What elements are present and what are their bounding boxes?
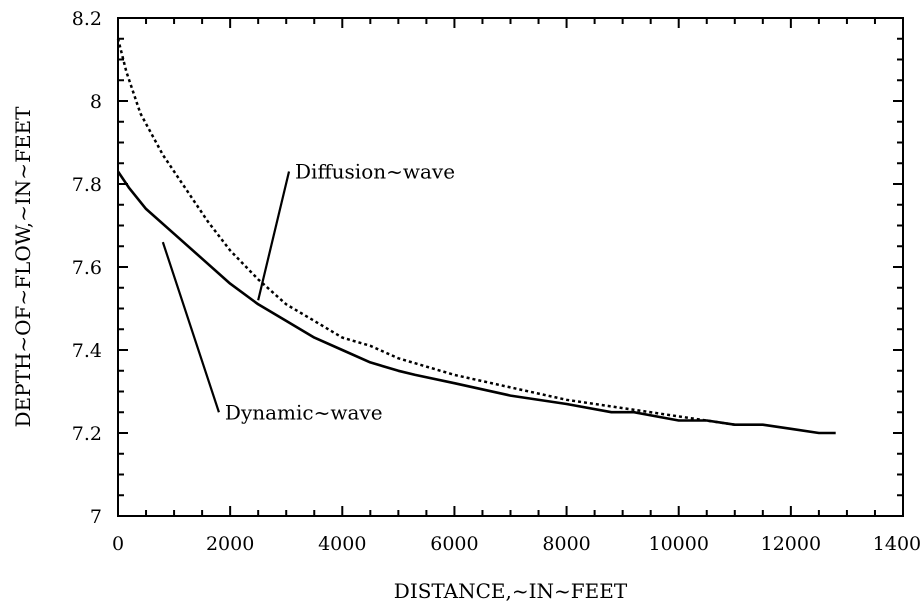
- dynamic-wave-leader-line: [161, 241, 220, 413]
- x-tick-label: 12000: [761, 533, 821, 555]
- dynamic-wave-label: Dynamic~wave: [225, 400, 383, 424]
- y-tick-label: 7.4: [72, 340, 102, 362]
- y-tick-label: 7: [90, 506, 102, 528]
- plot-frame-group: [117, 17, 904, 517]
- diffusion-wave-leader-line: [257, 171, 291, 301]
- diffusion-wave-label: Diffusion~wave: [295, 160, 455, 184]
- dynamic-wave-line: [116, 170, 836, 435]
- x-tick-label: 0: [112, 533, 124, 555]
- y-tick-label: 7.6: [72, 257, 102, 279]
- x-tick-label: 10000: [648, 533, 708, 555]
- x-axis-label: DISTANCE,~IN~FEET: [394, 579, 628, 603]
- annotation-group: Diffusion~wave Dynamic~wave: [161, 160, 455, 424]
- x-tick-label: 4000: [318, 533, 366, 555]
- plot-frame: [117, 17, 904, 517]
- y-axis-label: DEPTH~OF~FLOW,~IN~FEET: [11, 106, 35, 428]
- x-tick-label: 8000: [542, 533, 590, 555]
- y-tick-label: 8: [90, 91, 102, 113]
- x-tick-label: 2000: [206, 533, 254, 555]
- y-tick-label: 7.2: [72, 423, 102, 445]
- diffusion-wave-line: [116, 38, 735, 426]
- x-tick-label: 14000: [873, 533, 920, 555]
- y-tick-label: 8.2: [72, 8, 102, 30]
- x-tick-label: 6000: [430, 533, 478, 555]
- ticks-group: 0 2000 4000 6000 8000 10000 12000 14000 7 7.2 7.4 7…: [72, 8, 920, 555]
- series-group: [116, 38, 836, 435]
- y-tick-label: 7.8: [72, 174, 102, 196]
